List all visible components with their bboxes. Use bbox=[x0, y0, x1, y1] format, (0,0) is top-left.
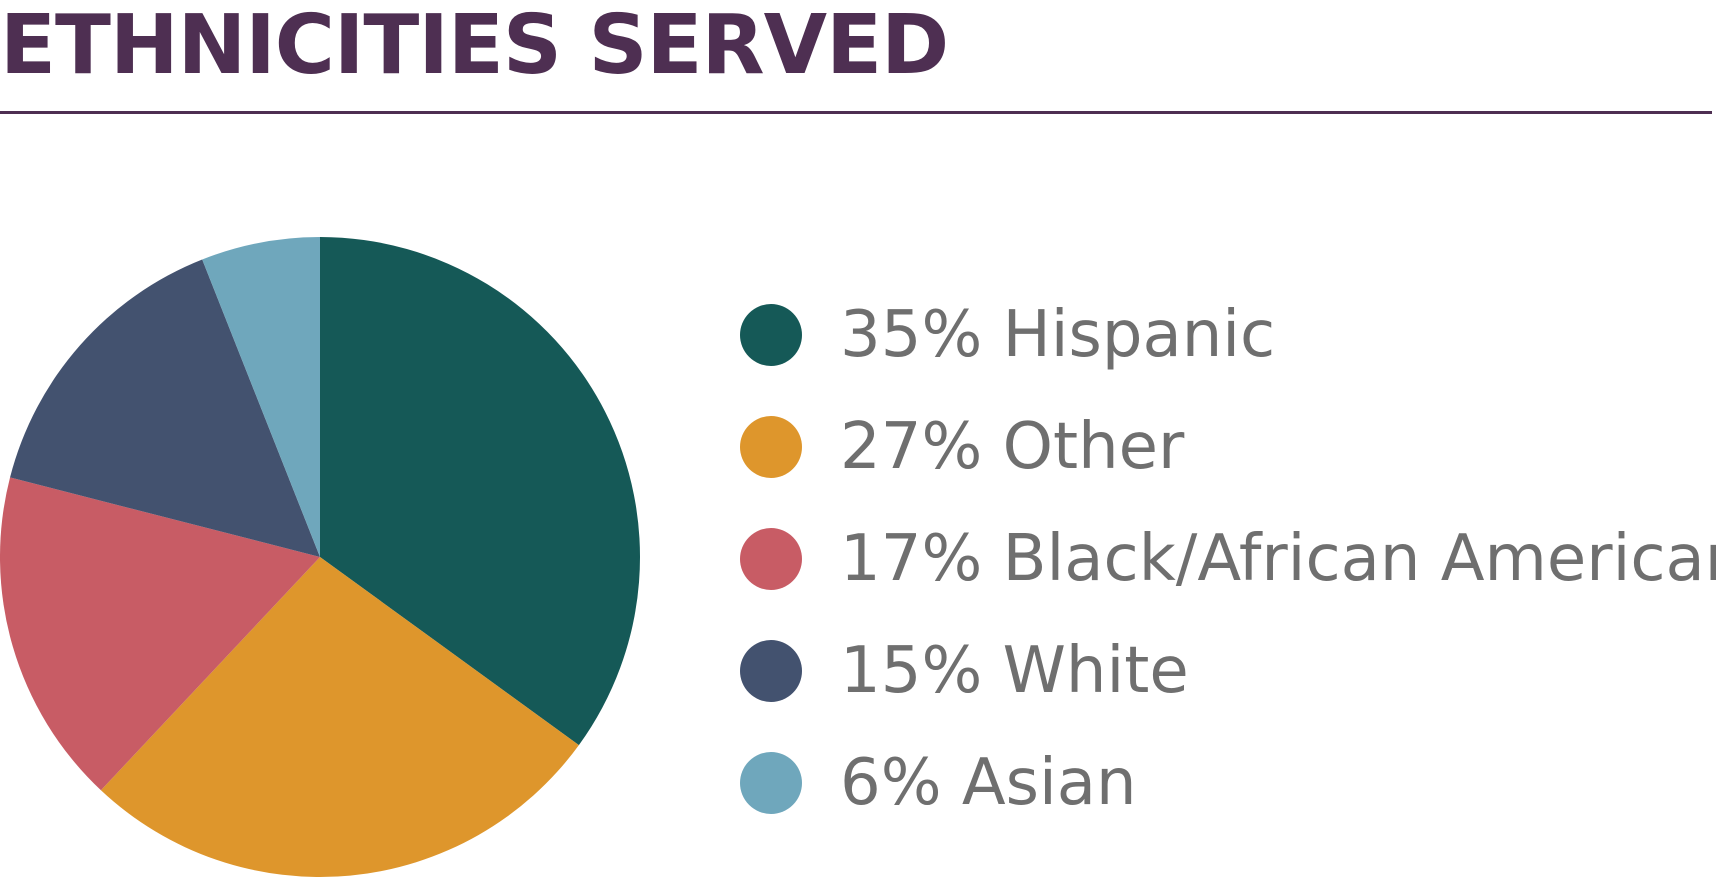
chart-title: ETHNICITIES SERVED bbox=[0, 0, 949, 93]
title-divider bbox=[0, 111, 1712, 114]
legend-swatch-other bbox=[740, 416, 802, 478]
legend-label-hispanic: 35% Hispanic bbox=[840, 298, 1276, 372]
legend-swatch-asian bbox=[740, 752, 802, 814]
legend-swatch-hispanic bbox=[740, 304, 802, 366]
legend-swatch-black-african-american bbox=[740, 528, 802, 590]
legend-label-other: 27% Other bbox=[840, 410, 1185, 484]
pie-slice-white bbox=[10, 259, 321, 557]
pie-slice-asian bbox=[202, 237, 320, 557]
pie-slice-other bbox=[100, 557, 579, 877]
legend-swatch-white bbox=[740, 640, 802, 702]
legend-label-white: 15% White bbox=[840, 634, 1189, 708]
legend-label-black-african-american: 17% Black/African American bbox=[840, 522, 1716, 596]
legend-label-asian: 6% Asian bbox=[840, 746, 1137, 820]
pie-slice-hispanic bbox=[320, 237, 641, 746]
pie-chart bbox=[0, 237, 641, 877]
pie-slice-black-african-american bbox=[0, 477, 320, 791]
